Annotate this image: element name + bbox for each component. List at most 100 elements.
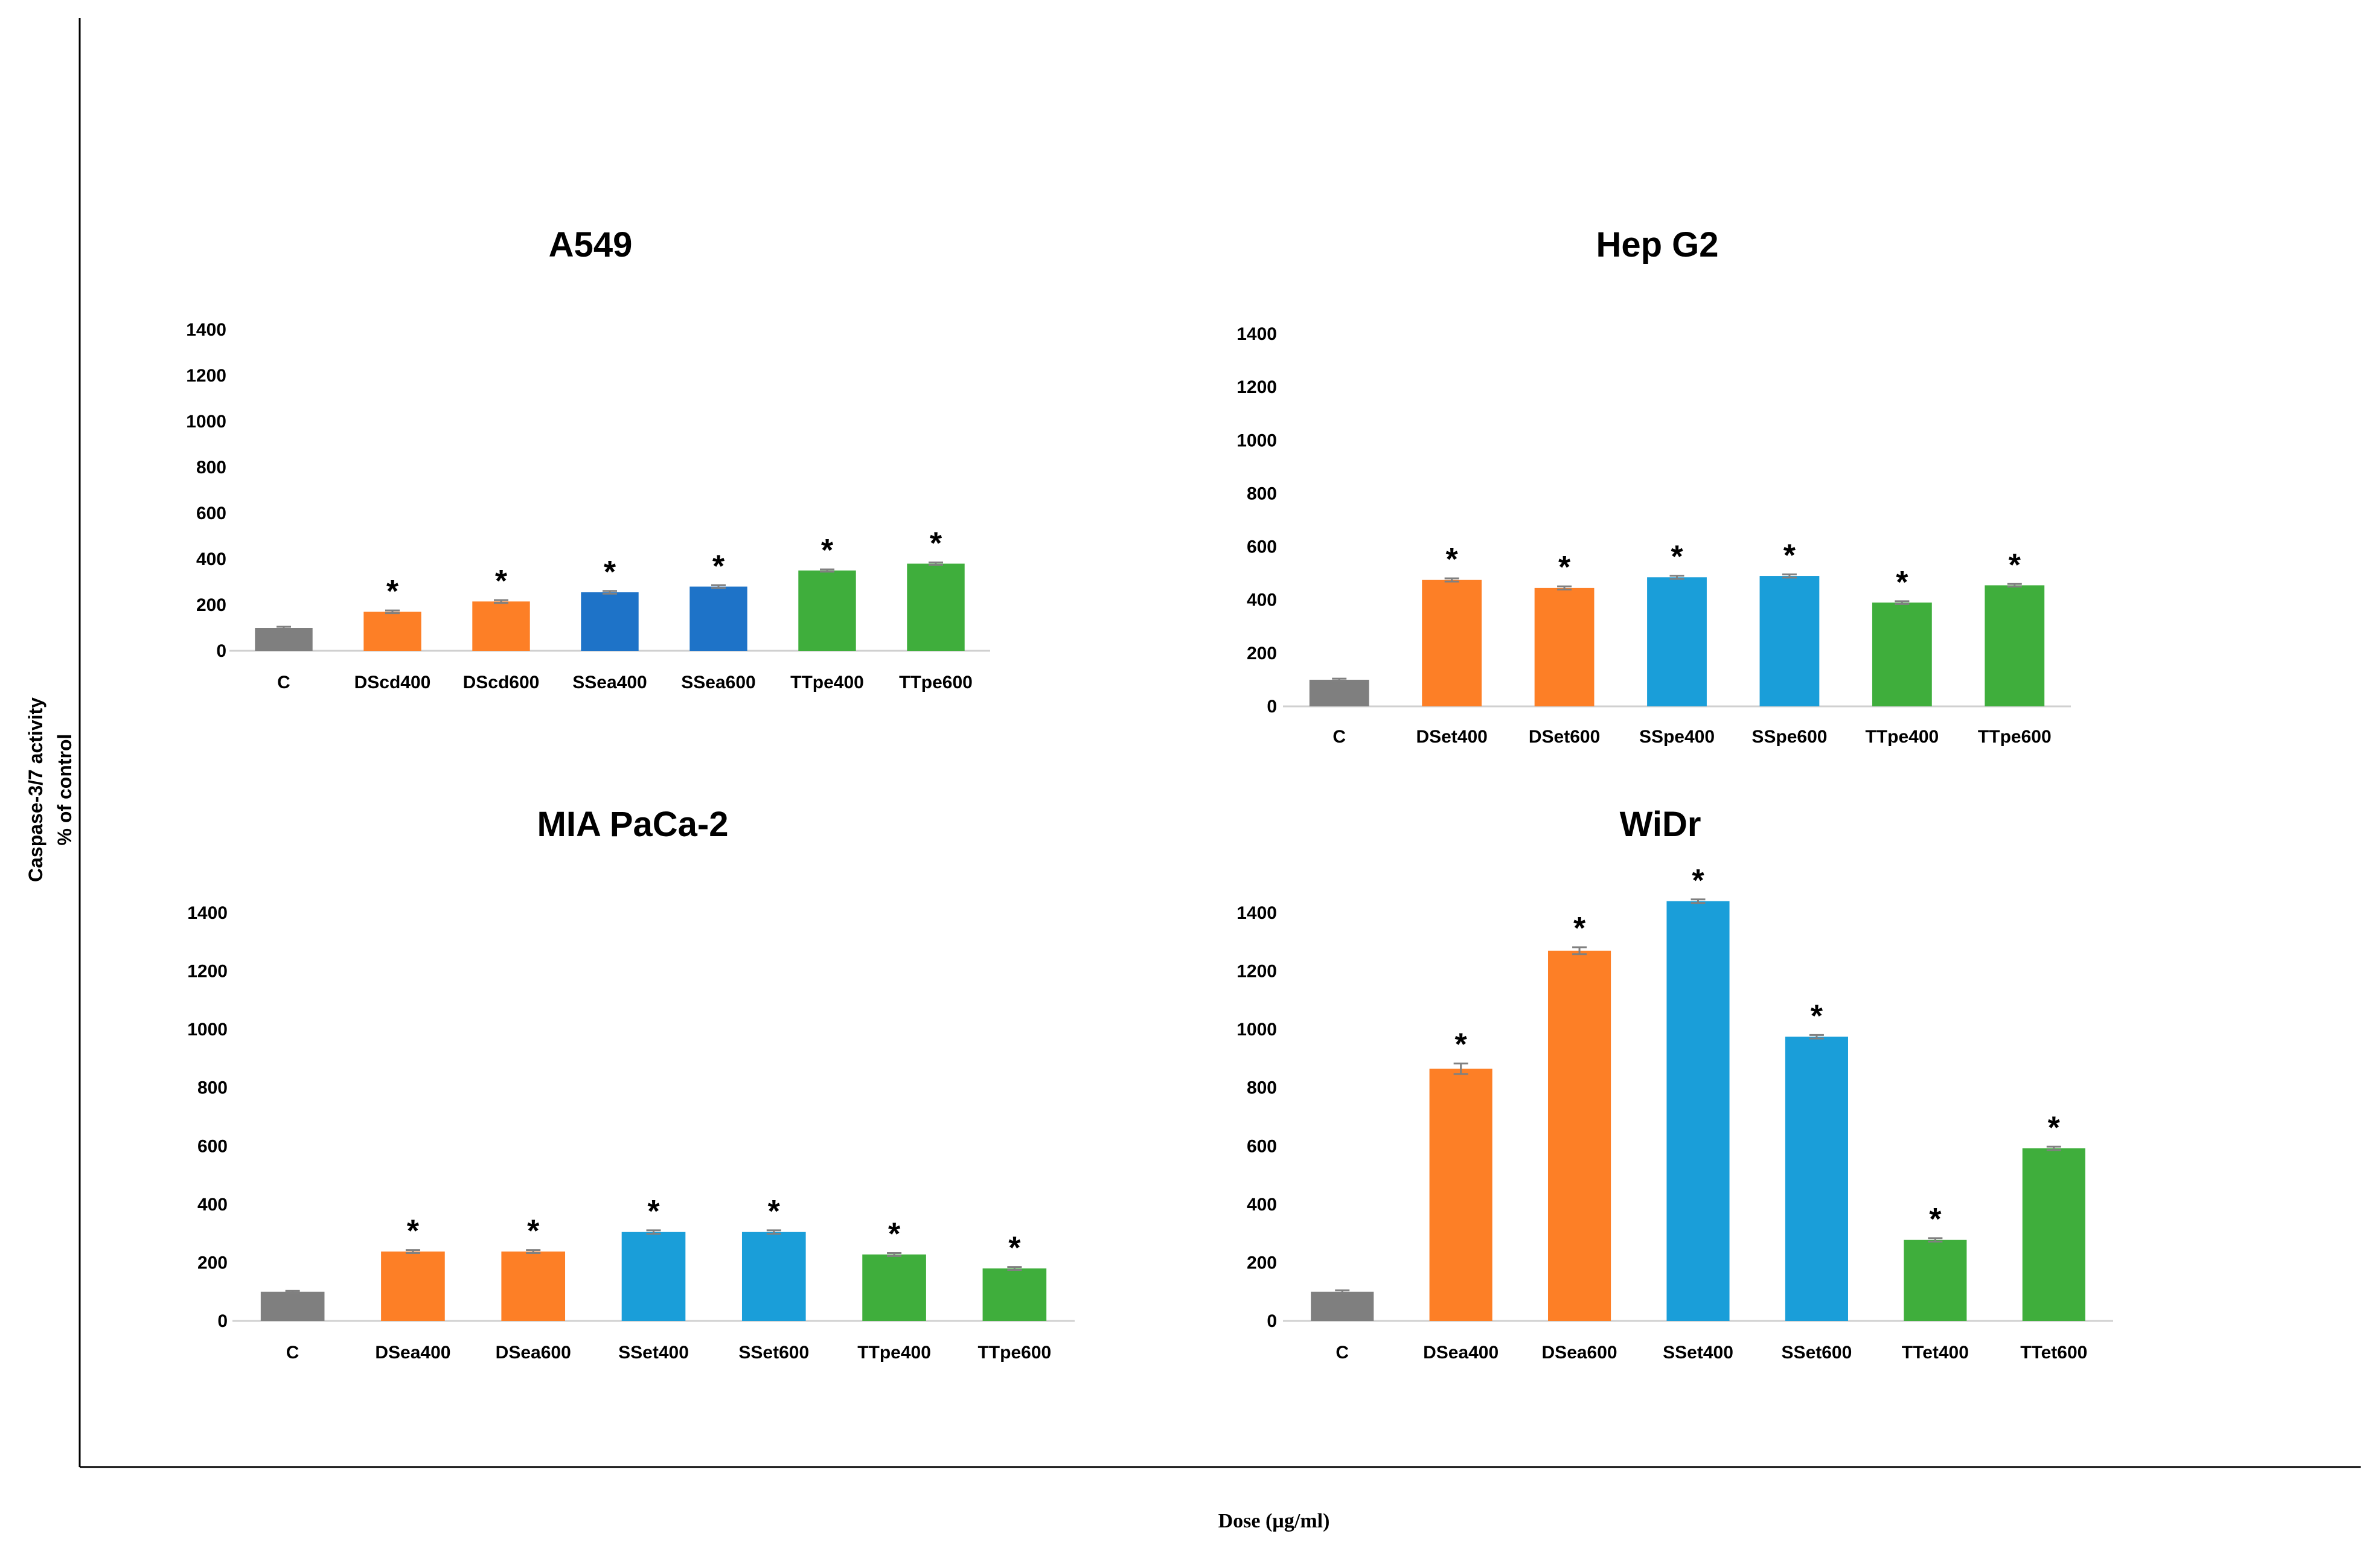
bar — [1759, 576, 1820, 706]
category-label: TTpe400 — [1865, 727, 1939, 747]
category-label: TTpe400 — [790, 673, 864, 692]
y-tick-label: 800 — [1247, 1078, 1277, 1098]
bar — [1985, 585, 2045, 706]
category-label: TTpe600 — [899, 673, 973, 692]
y-tick-label: 1400 — [1236, 324, 1277, 344]
y-tick-label: 800 — [197, 1078, 228, 1098]
significance-marker: * — [1446, 542, 1459, 577]
significance-marker: * — [1783, 538, 1796, 573]
y-tick-label: 0 — [1267, 697, 1277, 717]
y-tick-label: 1000 — [187, 1020, 228, 1040]
significance-marker: * — [527, 1214, 540, 1249]
bar — [363, 612, 421, 651]
category-label: C — [277, 673, 290, 692]
category-label: SSpe600 — [1751, 727, 1827, 747]
category-label: TTet400 — [1902, 1343, 1969, 1363]
significance-marker: * — [1692, 863, 1704, 898]
y-tick-label: 600 — [197, 1136, 228, 1156]
bar — [472, 601, 530, 651]
category-label: TTpe600 — [1978, 727, 2052, 747]
category-label: DSea400 — [1423, 1343, 1499, 1363]
category-label: TTpe600 — [977, 1343, 1051, 1363]
significance-marker: * — [888, 1216, 901, 1252]
significance-marker: * — [647, 1194, 660, 1229]
significance-marker: * — [930, 526, 942, 561]
y-tick-label: 600 — [1247, 1136, 1277, 1156]
significance-marker: * — [407, 1214, 420, 1249]
bar — [1309, 679, 1369, 706]
y-tick-label: 1200 — [186, 366, 226, 386]
bar — [381, 1252, 445, 1321]
bar — [1647, 577, 1707, 706]
panel-a549: A549 0 200 400 600 800 1000 1200 1400 C * DScd400 * D… — [186, 225, 990, 692]
significance-marker: * — [1558, 550, 1571, 585]
bar — [2022, 1148, 2085, 1321]
significance-marker: * — [712, 549, 725, 584]
y-tick-label: 1400 — [187, 903, 228, 923]
y-tick-label: 600 — [1247, 537, 1277, 557]
bar — [1548, 950, 1611, 1321]
category-label: DScd400 — [354, 673, 431, 692]
y-tick-label: 400 — [196, 549, 226, 569]
significance-marker: * — [1008, 1231, 1021, 1266]
bar — [1534, 587, 1595, 706]
significance-marker: * — [821, 533, 834, 568]
x-axis-title: Dose (µg/ml) — [1218, 1510, 1330, 1532]
category-label: SSet400 — [1663, 1343, 1733, 1363]
y-tick-label: 600 — [196, 503, 226, 523]
bar — [621, 1232, 686, 1321]
significance-marker: * — [495, 564, 508, 599]
category-label: C — [1336, 1343, 1349, 1363]
y-tick-label: 200 — [197, 1253, 228, 1273]
bar — [581, 592, 639, 651]
y-axis-title-line2: % of control — [54, 734, 75, 846]
significance-marker: * — [2048, 1110, 2061, 1145]
category-label: SSpe400 — [1639, 727, 1715, 747]
significance-marker: * — [1573, 911, 1586, 946]
y-tick-label: 200 — [1247, 644, 1277, 663]
y-tick-label: 0 — [217, 1311, 228, 1331]
y-tick-label: 0 — [216, 641, 226, 661]
bar — [501, 1252, 566, 1321]
y-tick-label: 400 — [197, 1195, 228, 1215]
category-label: DSea600 — [1542, 1343, 1617, 1363]
y-tick-label: 1200 — [1236, 377, 1277, 397]
significance-marker: * — [1896, 565, 1908, 600]
category-label: C — [1332, 727, 1346, 747]
y-tick-label: 200 — [1247, 1253, 1277, 1273]
bar — [1785, 1037, 1848, 1321]
category-label: SSet600 — [1782, 1343, 1852, 1363]
y-tick-label: 1400 — [186, 320, 226, 340]
significance-marker: * — [1929, 1202, 1942, 1237]
significance-marker: * — [2009, 548, 2021, 583]
category-label: DSea400 — [375, 1343, 450, 1363]
bar — [1666, 901, 1730, 1321]
bar — [982, 1268, 1047, 1321]
bar — [689, 586, 747, 651]
category-label: SSet600 — [738, 1343, 809, 1363]
bar — [798, 571, 856, 651]
category-label: DSet400 — [1416, 727, 1487, 747]
panel-hep-g2: Hep G2 0 200 400 600 800 1000 1200 1400 C * DSet400… — [1236, 225, 2071, 747]
significance-marker: * — [1671, 540, 1683, 575]
y-tick-label: 1000 — [1236, 430, 1277, 450]
y-tick-label: 800 — [196, 458, 226, 478]
chart-title: A549 — [549, 225, 633, 264]
y-tick-label: 1000 — [1236, 1020, 1277, 1040]
category-label: SSet400 — [618, 1343, 689, 1363]
category-label: DSet600 — [1529, 727, 1600, 747]
category-label: TTet600 — [2020, 1343, 2087, 1363]
panel-widr: WiDr 0 200 400 600 800 1000 1200 1400 C * DSea400 * D… — [1236, 805, 2113, 1363]
category-label: TTpe400 — [857, 1343, 931, 1363]
chart-title: WiDr — [1620, 805, 1701, 844]
y-tick-label: 1400 — [1236, 903, 1277, 923]
bar — [741, 1232, 806, 1321]
bar — [1429, 1069, 1492, 1321]
panel-mia-paca-2: MIA PaCa-2 0 200 400 600 800 1000 1200 1400 C * DSe… — [187, 805, 1075, 1363]
bar — [1311, 1291, 1374, 1321]
y-axis-title-line1: Caspase-3/7 activity — [25, 697, 46, 882]
y-tick-label: 1000 — [186, 412, 226, 432]
bar — [1422, 580, 1482, 706]
y-tick-label: 1200 — [187, 962, 228, 982]
